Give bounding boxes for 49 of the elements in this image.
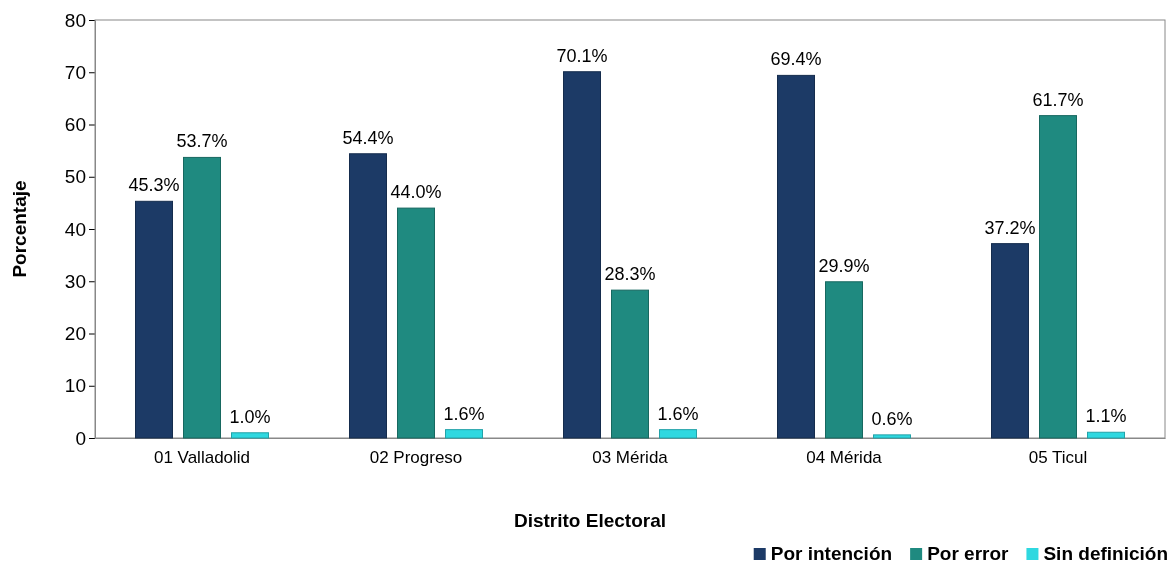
- bar: [1039, 115, 1077, 439]
- data-label: 54.4%: [342, 127, 394, 148]
- data-label: 1.6%: [657, 403, 699, 424]
- y-tick-label: 80: [64, 9, 86, 31]
- data-label: 53.7%: [176, 131, 228, 152]
- bar: [659, 429, 697, 439]
- y-axis-title: Porcentaje: [9, 180, 30, 278]
- y-tick-label: 60: [64, 114, 86, 136]
- x-tick-label: 04 Mérida: [806, 448, 883, 468]
- y-tick-label: 10: [64, 375, 86, 397]
- data-label: 70.1%: [556, 45, 608, 66]
- data-label: 28.3%: [604, 264, 656, 285]
- bar: [825, 281, 863, 439]
- bar: [611, 289, 649, 439]
- data-label: 1.0%: [229, 406, 271, 427]
- bar: [1087, 431, 1125, 439]
- data-label: 1.6%: [443, 403, 485, 424]
- x-tick-label: 02 Progreso: [369, 448, 463, 468]
- y-tick-label: 50: [64, 166, 86, 188]
- data-label: 44.0%: [390, 182, 442, 203]
- data-label: 69.4%: [770, 49, 822, 70]
- data-label: 1.1%: [1085, 406, 1127, 427]
- y-tick-label: 70: [64, 61, 86, 83]
- bar: [445, 429, 483, 439]
- data-label: 61.7%: [1032, 89, 1084, 110]
- legend-label: Por error: [927, 543, 1010, 564]
- bar: [183, 156, 221, 439]
- bar: [563, 71, 601, 439]
- bar: [135, 200, 173, 439]
- data-label: 0.6%: [871, 408, 913, 429]
- x-axis-title: Distrito Electoral: [513, 510, 667, 531]
- y-tick-label: 0: [75, 427, 86, 449]
- bar: [873, 434, 911, 439]
- bar: [231, 432, 269, 439]
- legend-label: Por intención: [770, 543, 893, 564]
- y-tick-label: 20: [64, 323, 86, 345]
- bar: [777, 74, 815, 439]
- x-tick-label: 03 Mérida: [592, 448, 669, 468]
- data-label: 29.9%: [818, 255, 870, 276]
- bar: [991, 243, 1029, 439]
- x-tick-label: 05 Ticul: [1028, 448, 1088, 468]
- y-tick-label: 40: [64, 218, 86, 240]
- x-tick-label: 01 Valladolid: [153, 448, 251, 468]
- legend-label: Sin definición: [1043, 543, 1168, 564]
- y-tick-label: 30: [64, 270, 86, 292]
- data-label: 37.2%: [984, 217, 1036, 238]
- bar: [349, 153, 387, 439]
- bar: [397, 207, 435, 439]
- data-label: 45.3%: [128, 175, 180, 196]
